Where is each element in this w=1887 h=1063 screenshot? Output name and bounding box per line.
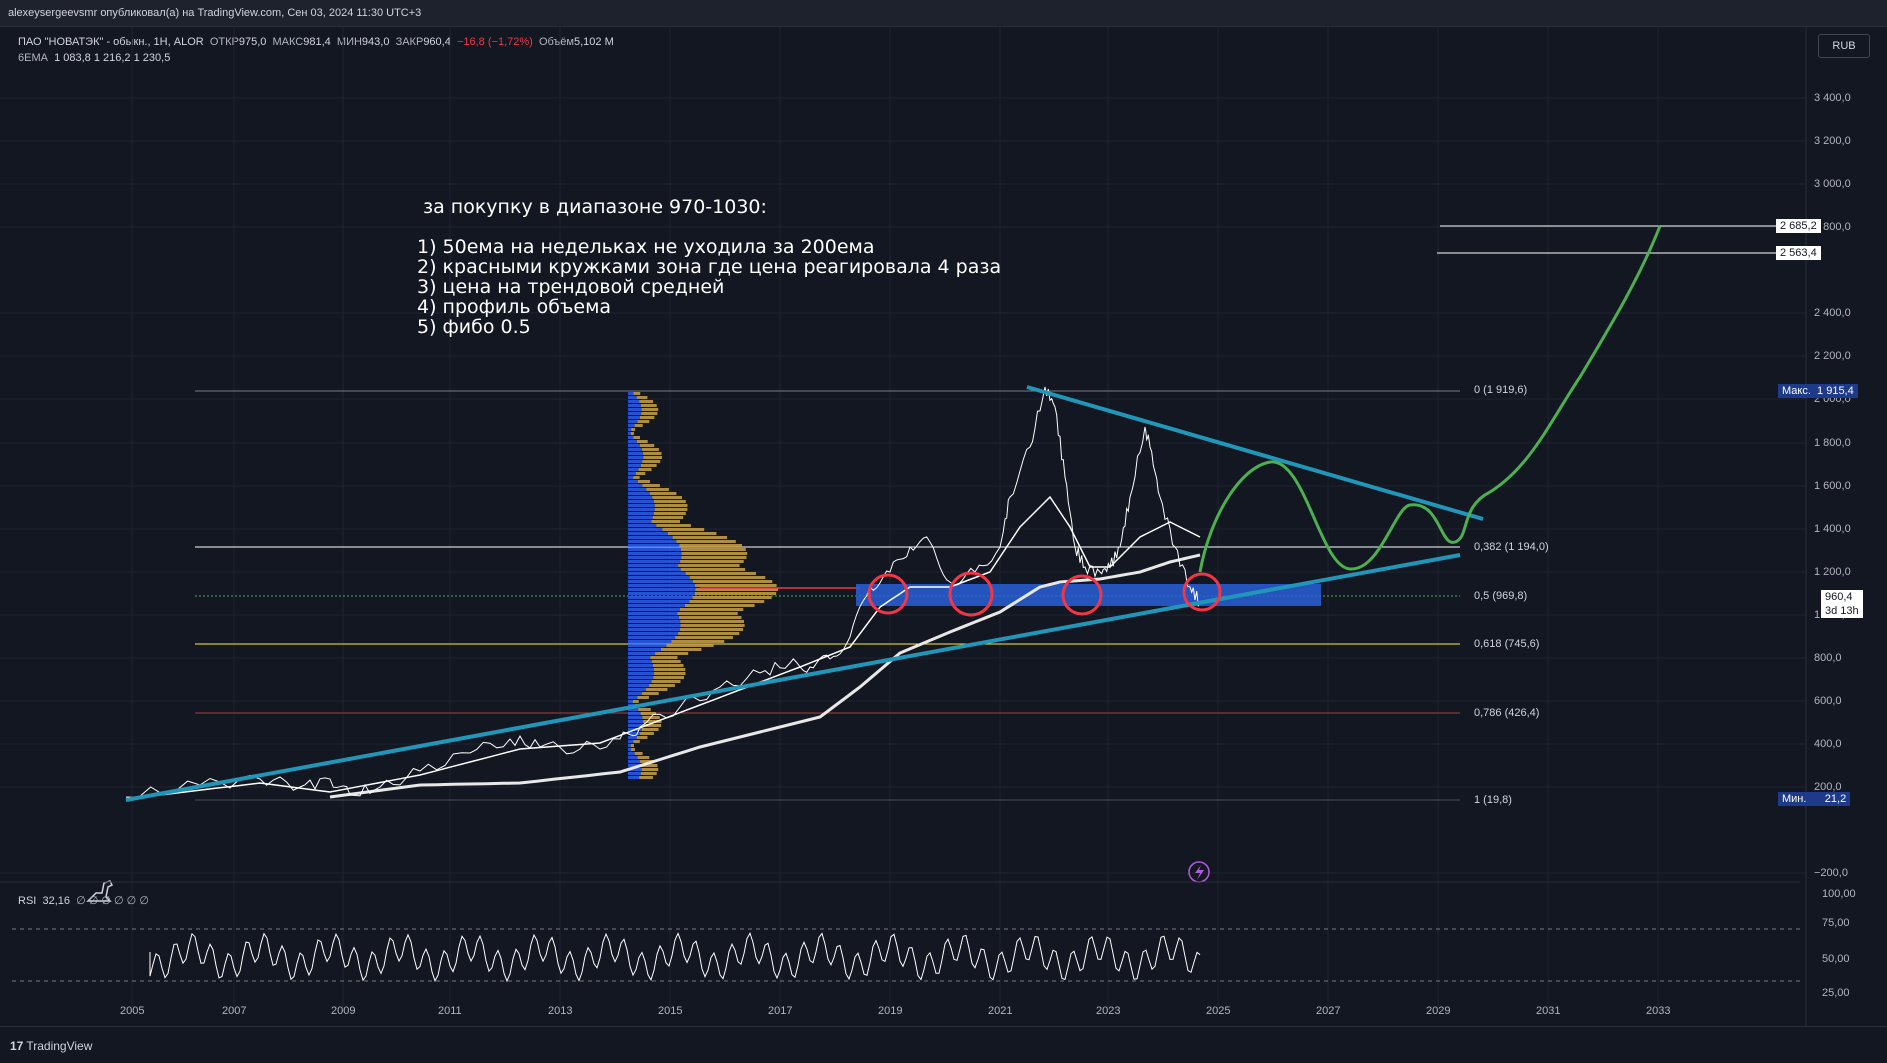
price-axis-label: 2 800,0: [1814, 221, 1851, 233]
note-line-1: 1) 50ема на недельках не уходила за 200е…: [417, 236, 875, 258]
low-value: 943,0: [361, 36, 390, 48]
dinosaur-icon[interactable]: [86, 880, 114, 902]
price-axis-label: 1 800,0: [1814, 437, 1851, 449]
volume-profile: [628, 392, 778, 779]
max-tag-label: Макс.: [1782, 385, 1811, 397]
rsi-axis-label: 50,00: [1822, 953, 1850, 965]
reaction-circle-4[interactable]: [1182, 572, 1222, 612]
price-axis-label: 2 200,0: [1814, 350, 1851, 362]
time-axis-label: 2025: [1206, 1005, 1231, 1017]
price-axis-label: 1 600,0: [1814, 480, 1851, 492]
price-axis-label: 3 000,0: [1814, 178, 1851, 190]
volume-value: 5,102 M: [573, 36, 614, 48]
time-axis-label: 2019: [878, 1005, 903, 1017]
note-line-2: 2) красными кружками зона где цена реаги…: [417, 256, 1002, 278]
close-label: ЗАКР: [395, 36, 424, 48]
max-tag: Макс. 1 915,4: [1778, 384, 1858, 398]
price-axis-label: 400,0: [1814, 738, 1842, 750]
rsi-line: [149, 931, 1201, 983]
time-axis-label: 2007: [222, 1005, 247, 1017]
reaction-circle-1[interactable]: [867, 573, 909, 615]
trade-idea-note[interactable]: за покупку в диапазоне 970-1030: 1) 50ема…: [417, 197, 1001, 337]
close-value: 960,4: [423, 36, 451, 48]
rsi-extras: ∅ ∅ ∅ ∅ ∅ ∅: [76, 895, 149, 907]
note-title: за покупку в диапазоне 970-1030:: [423, 196, 767, 218]
symbol-legend[interactable]: ПАО "НОВАТЭК" - обыкн., 1Н, ALOR ОТКР975…: [18, 36, 614, 48]
fib-label-0: 0 (1 919,6): [1474, 384, 1528, 396]
time-axis-label: 2005: [120, 1005, 145, 1017]
time-axis-label: 2015: [658, 1005, 683, 1017]
fib-label-0618: 0,618 (745,6): [1474, 638, 1540, 650]
time-axis-label: 2021: [988, 1005, 1013, 1017]
min-tag-label: Мин.: [1782, 793, 1807, 805]
descending-trendline[interactable]: [1026, 385, 1484, 521]
brand-text: TradingView: [26, 1039, 93, 1053]
time-axis-label: 2017: [768, 1005, 793, 1017]
price-axis-label: 1 200,0: [1814, 566, 1851, 578]
time-axis-label: 2031: [1536, 1005, 1561, 1017]
footer: 17 TradingView: [0, 1026, 1887, 1063]
change-value: −16,8 (−1,72%): [456, 36, 533, 48]
target-tag-1: 2 685,2: [1776, 219, 1821, 233]
ema-legend[interactable]: 6EMA 1 083,8 1 216,2 1 230,5: [18, 52, 170, 64]
time-axis-label: 2023: [1096, 1005, 1121, 1017]
min-tag-value: 21,2: [1824, 793, 1847, 805]
note-line-4: 4) профиль объема: [417, 296, 612, 318]
price-axis-label: 800,0: [1814, 652, 1842, 664]
ascending-trendline[interactable]: [125, 553, 1461, 802]
open-label: ОТКР: [209, 36, 239, 48]
ema-values: 1 083,8 1 216,2 1 230,5: [54, 52, 171, 64]
price-projection-path[interactable]: [1198, 225, 1662, 573]
fib-label-05: 0,5 (969,8): [1474, 590, 1528, 602]
max-tag-value: 1 915,4: [1817, 385, 1854, 397]
time-axis-label: 2033: [1646, 1005, 1671, 1017]
note-line-5: 5) фибо 0.5: [417, 316, 531, 338]
open-value: 975,0: [238, 36, 267, 48]
price-chart[interactable]: [0, 27, 1887, 1026]
fib-label-0786: 0,786 (426,4): [1474, 707, 1540, 719]
ema50-line: [125, 495, 1201, 800]
rsi-legend[interactable]: RSI 32,16 ∅ ∅ ∅ ∅ ∅ ∅: [18, 894, 149, 907]
price-axis-label: 200,0: [1814, 781, 1842, 793]
publisher-text: alexeysergeevsmr опубликовал(а) на Tradi…: [8, 7, 422, 19]
min-tag: Мин. 21,2: [1778, 792, 1851, 806]
rsi-axis-label: 100,00: [1822, 888, 1856, 900]
target-tag-2: 2 563,4: [1776, 246, 1821, 260]
symbol-name: ПАО "НОВАТЭК" - обыкн., 1Н, ALOR: [18, 36, 204, 48]
reaction-circle-2[interactable]: [948, 571, 994, 617]
time-axis-label: 2027: [1316, 1005, 1341, 1017]
price-axis-label: 3 200,0: [1814, 135, 1851, 147]
reaction-circle-3[interactable]: [1061, 574, 1103, 616]
price-series: [125, 386, 1201, 799]
currency-button[interactable]: RUB: [1818, 34, 1870, 58]
price-axis-label: 3 400,0: [1814, 92, 1851, 104]
time-axis-label: 2009: [331, 1005, 356, 1017]
volume-label: Объём: [538, 36, 574, 48]
rsi-value: 32,16: [42, 895, 70, 907]
time-axis-label: 2013: [548, 1005, 573, 1017]
lightning-icon[interactable]: [1188, 861, 1210, 883]
ema-label: 6EMA: [18, 52, 48, 64]
rsi-axis-label: 75,00: [1822, 917, 1850, 929]
high-label: МАКС: [272, 36, 304, 48]
last-price-tag: 960,4 3d 13h: [1821, 590, 1863, 618]
time-axis-label: 2029: [1426, 1005, 1451, 1017]
price-axis-label: −200,0: [1814, 867, 1848, 879]
price-axis-label: 600,0: [1814, 695, 1842, 707]
ema200-line: [329, 553, 1201, 799]
fib-label-1: 1 (19,8): [1474, 794, 1512, 806]
tradingview-logo[interactable]: 17 TradingView: [10, 1039, 93, 1053]
high-value: 981,4: [303, 36, 331, 48]
price-axis-label: 1 400,0: [1814, 523, 1851, 535]
bar-countdown: 3d 13h: [1825, 605, 1859, 617]
fib-label-0382: 0,382 (1 194,0): [1474, 541, 1549, 553]
time-axis-label: 2011: [438, 1005, 462, 1017]
publisher-bar: alexeysergeevsmr опубликовал(а) на Tradi…: [0, 0, 1887, 27]
last-price: 960,4: [1825, 591, 1853, 603]
rsi-axis-label: 25,00: [1822, 987, 1850, 999]
note-line-3: 3) цена на трендовой средней: [417, 276, 725, 298]
price-axis-label: 2 400,0: [1814, 307, 1851, 319]
rsi-label: RSI: [18, 895, 37, 907]
